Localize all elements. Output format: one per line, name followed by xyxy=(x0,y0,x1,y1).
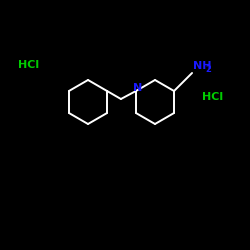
Text: HCl: HCl xyxy=(18,60,39,70)
Text: NH: NH xyxy=(193,61,212,71)
Text: N: N xyxy=(133,83,142,93)
Text: 2: 2 xyxy=(205,65,211,74)
Text: HCl: HCl xyxy=(202,92,223,102)
